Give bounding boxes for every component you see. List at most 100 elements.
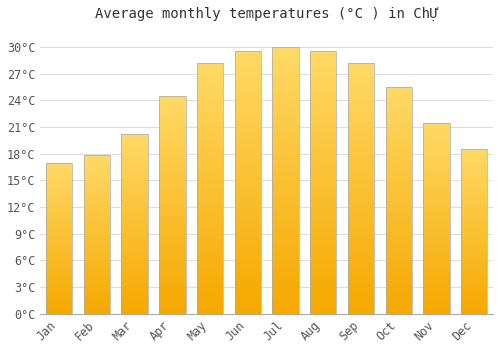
Bar (46, 250, 72, 252)
Bar (310, 112, 336, 114)
Bar (46, 278, 72, 279)
Bar (461, 253, 487, 254)
Bar (424, 211, 450, 212)
Bar (46, 255, 72, 257)
Bar (386, 307, 412, 309)
Bar (386, 191, 412, 194)
Bar (84, 181, 110, 182)
Bar (46, 285, 72, 287)
Bar (159, 301, 186, 303)
Bar (386, 128, 412, 130)
Bar (461, 266, 487, 268)
Bar (461, 169, 487, 171)
Bar (234, 256, 261, 259)
Bar (197, 279, 224, 281)
Bar (122, 229, 148, 231)
Bar (234, 104, 261, 106)
Bar (197, 254, 224, 256)
Bar (386, 89, 412, 91)
Bar (84, 273, 110, 274)
Bar (461, 245, 487, 246)
Bar (348, 131, 374, 133)
Bar (310, 188, 336, 190)
Bar (84, 171, 110, 173)
Bar (272, 215, 299, 218)
Bar (424, 174, 450, 176)
Bar (234, 120, 261, 122)
Bar (272, 226, 299, 229)
Bar (348, 239, 374, 241)
Bar (461, 238, 487, 240)
Bar (46, 203, 72, 205)
Bar (197, 143, 224, 146)
Bar (84, 198, 110, 200)
Bar (159, 150, 186, 153)
Bar (348, 294, 374, 296)
Bar (461, 235, 487, 237)
Bar (310, 130, 336, 133)
Bar (46, 182, 72, 184)
Bar (122, 262, 148, 264)
Bar (197, 65, 224, 68)
Bar (234, 85, 261, 88)
Bar (348, 188, 374, 191)
Bar (234, 91, 261, 93)
Bar (348, 143, 374, 146)
Bar (424, 312, 450, 314)
Bar (159, 238, 186, 240)
Bar (197, 294, 224, 296)
Bar (159, 205, 186, 207)
Bar (234, 135, 261, 138)
Bar (46, 238, 72, 240)
Bar (46, 291, 72, 293)
Bar (272, 212, 299, 215)
Bar (122, 231, 148, 233)
Bar (386, 114, 412, 117)
Bar (197, 186, 224, 188)
Bar (424, 195, 450, 197)
Bar (461, 205, 487, 207)
Bar (234, 59, 261, 62)
Bar (272, 202, 299, 204)
Bar (386, 123, 412, 126)
Bar (424, 140, 450, 142)
Bar (122, 240, 148, 242)
Bar (84, 231, 110, 233)
Bar (348, 261, 374, 264)
Bar (386, 130, 412, 132)
Bar (46, 257, 72, 258)
Bar (46, 173, 72, 175)
Bar (386, 187, 412, 189)
Bar (461, 158, 487, 159)
Bar (197, 229, 224, 231)
Bar (122, 158, 148, 159)
Bar (159, 207, 186, 209)
Bar (159, 307, 186, 309)
Bar (46, 311, 72, 312)
Bar (159, 157, 186, 159)
Bar (310, 172, 336, 175)
Bar (234, 112, 261, 114)
Bar (386, 305, 412, 307)
Bar (348, 65, 374, 68)
Bar (386, 171, 412, 173)
Bar (424, 232, 450, 233)
Bar (348, 281, 374, 284)
Bar (272, 207, 299, 210)
Bar (84, 224, 110, 225)
Bar (46, 194, 72, 196)
Bar (122, 237, 148, 238)
Bar (234, 225, 261, 227)
Bar (424, 257, 450, 258)
Bar (122, 161, 148, 163)
Bar (46, 303, 72, 305)
Bar (272, 274, 299, 276)
Bar (46, 290, 72, 291)
Bar (122, 290, 148, 292)
Bar (348, 88, 374, 91)
Bar (197, 63, 224, 314)
Bar (197, 241, 224, 244)
Bar (348, 206, 374, 209)
Bar (272, 116, 299, 119)
Bar (122, 310, 148, 312)
